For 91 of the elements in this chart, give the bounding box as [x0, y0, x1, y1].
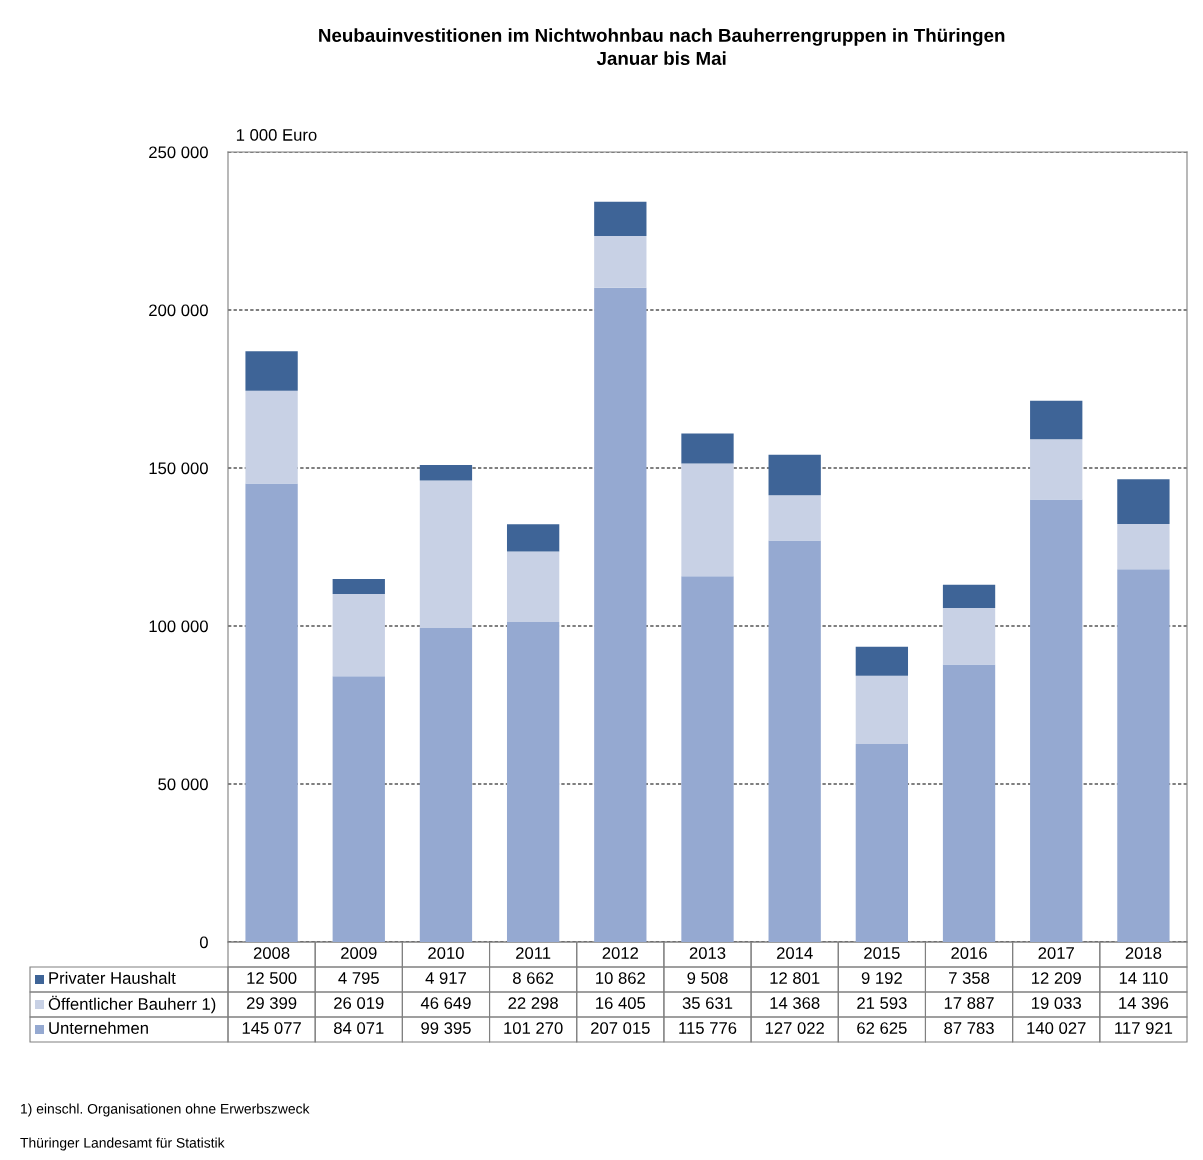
text: 1) einschl. Organisationen ohne Erwerbszweck: [21, 1103, 310, 1117]
y-tick-label: 50 000: [158, 778, 208, 791]
data-label: 22 298: [508, 997, 558, 1009]
data-label: 115 776: [679, 1022, 737, 1034]
data-label: 14 110: [1119, 972, 1168, 984]
data-label: 99 395: [421, 1022, 471, 1034]
data-label: 7 358: [949, 972, 990, 984]
bar: [855, 675, 909, 745]
bar: [506, 621, 560, 942]
chart-title: Neubauinvestitionen im Nichtwohnbau nach Bauherrengruppen in Thüringen: [319, 28, 1005, 46]
text: Thüringer Landesamt für Statistik: [20, 1137, 225, 1151]
data-label: 19 033: [1032, 997, 1081, 1009]
bar: [768, 454, 821, 496]
data-label: 26 019: [334, 997, 384, 1009]
data-label: 4 917: [425, 972, 466, 984]
chart-subtitle: Januar bis Mai: [596, 51, 726, 66]
x-tick-label: 2013: [689, 947, 726, 959]
bar: [942, 584, 996, 609]
bar: [855, 744, 909, 942]
data-label: 10 862: [596, 972, 645, 984]
y-tick-label: 150 000: [149, 462, 208, 475]
data-label: 87 783: [944, 1022, 994, 1034]
data-label: 14 396: [1119, 997, 1169, 1009]
x-tick-label: 2008: [253, 947, 290, 959]
x-tick-label: 2018: [1125, 947, 1162, 959]
bar: [1117, 569, 1170, 942]
data-label: 29 399: [246, 997, 297, 1009]
data-label: 12 500: [247, 972, 297, 984]
data-label: 9 192: [861, 972, 902, 984]
bar: [942, 664, 996, 942]
legend-label: Privater Haushalt: [49, 971, 176, 984]
y-tick-label: 100 000: [149, 620, 208, 633]
bar: [332, 676, 385, 942]
x-tick-label: 2009: [341, 947, 377, 959]
bar: [594, 235, 647, 288]
bar: [681, 576, 734, 942]
bar: [768, 495, 821, 541]
x-tick-label: 2016: [951, 947, 987, 959]
legend-label: Öffentlicher Bauherr 1): [48, 995, 216, 1014]
x-tick-label: 2015: [864, 947, 900, 959]
data-label: 16 405: [596, 997, 646, 1009]
data-label: 17 887: [944, 997, 994, 1009]
data-label: 35 631: [682, 997, 733, 1009]
x-tick-label: 2010: [428, 947, 464, 959]
data-label: 21 593: [857, 997, 907, 1009]
x-tick-label: 2017: [1038, 947, 1074, 959]
data-label: 84 071: [334, 1022, 384, 1034]
bar: [1030, 439, 1083, 500]
y-tick-label: 200 000: [149, 304, 208, 317]
y-tick-label: 250 000: [149, 146, 208, 159]
bar: [332, 578, 385, 595]
data-label: 127 022: [765, 1022, 824, 1034]
bar: [1117, 479, 1170, 524]
data-label: 12 801: [770, 972, 820, 984]
data-label: 46 649: [420, 997, 471, 1009]
bar: [419, 464, 473, 481]
x-tick-label: 2012: [602, 947, 639, 959]
bar: [681, 463, 734, 577]
data-label: 117 921: [1115, 1022, 1173, 1034]
data-label: 12 209: [1032, 972, 1081, 984]
bar: [942, 608, 996, 665]
data-label: 101 270: [504, 1022, 563, 1034]
data-label: 4 795: [338, 972, 379, 984]
data-label: 14 368: [770, 997, 820, 1009]
data-label: 9 508: [687, 972, 728, 984]
bar: [245, 351, 298, 391]
bar: [768, 540, 821, 942]
data-label: 207 015: [591, 1022, 650, 1034]
y-axis-title: 1 000 Euro: [236, 129, 317, 141]
bar: [245, 390, 298, 484]
bar: [245, 483, 298, 942]
bar: [855, 646, 909, 676]
data-label: 62 625: [857, 1022, 907, 1034]
bar: [506, 524, 560, 552]
data-label: 145 077: [242, 1022, 301, 1034]
y-tick-label: 0: [199, 936, 208, 949]
bar: [1030, 400, 1083, 440]
legend-label: Unternehmen: [49, 1021, 148, 1034]
bar: [1117, 523, 1170, 570]
bar: [419, 480, 473, 628]
bar: [681, 433, 734, 464]
bar: [419, 627, 473, 942]
data-label: 140 027: [1027, 1022, 1086, 1034]
data-label: 8 662: [513, 972, 554, 984]
bar: [506, 551, 560, 622]
bar: [594, 201, 647, 236]
bar: [594, 287, 647, 942]
x-tick-label: 2014: [776, 947, 813, 959]
bar: [332, 594, 385, 677]
x-tick-label: 2011: [516, 947, 551, 959]
bar: [1030, 499, 1083, 942]
